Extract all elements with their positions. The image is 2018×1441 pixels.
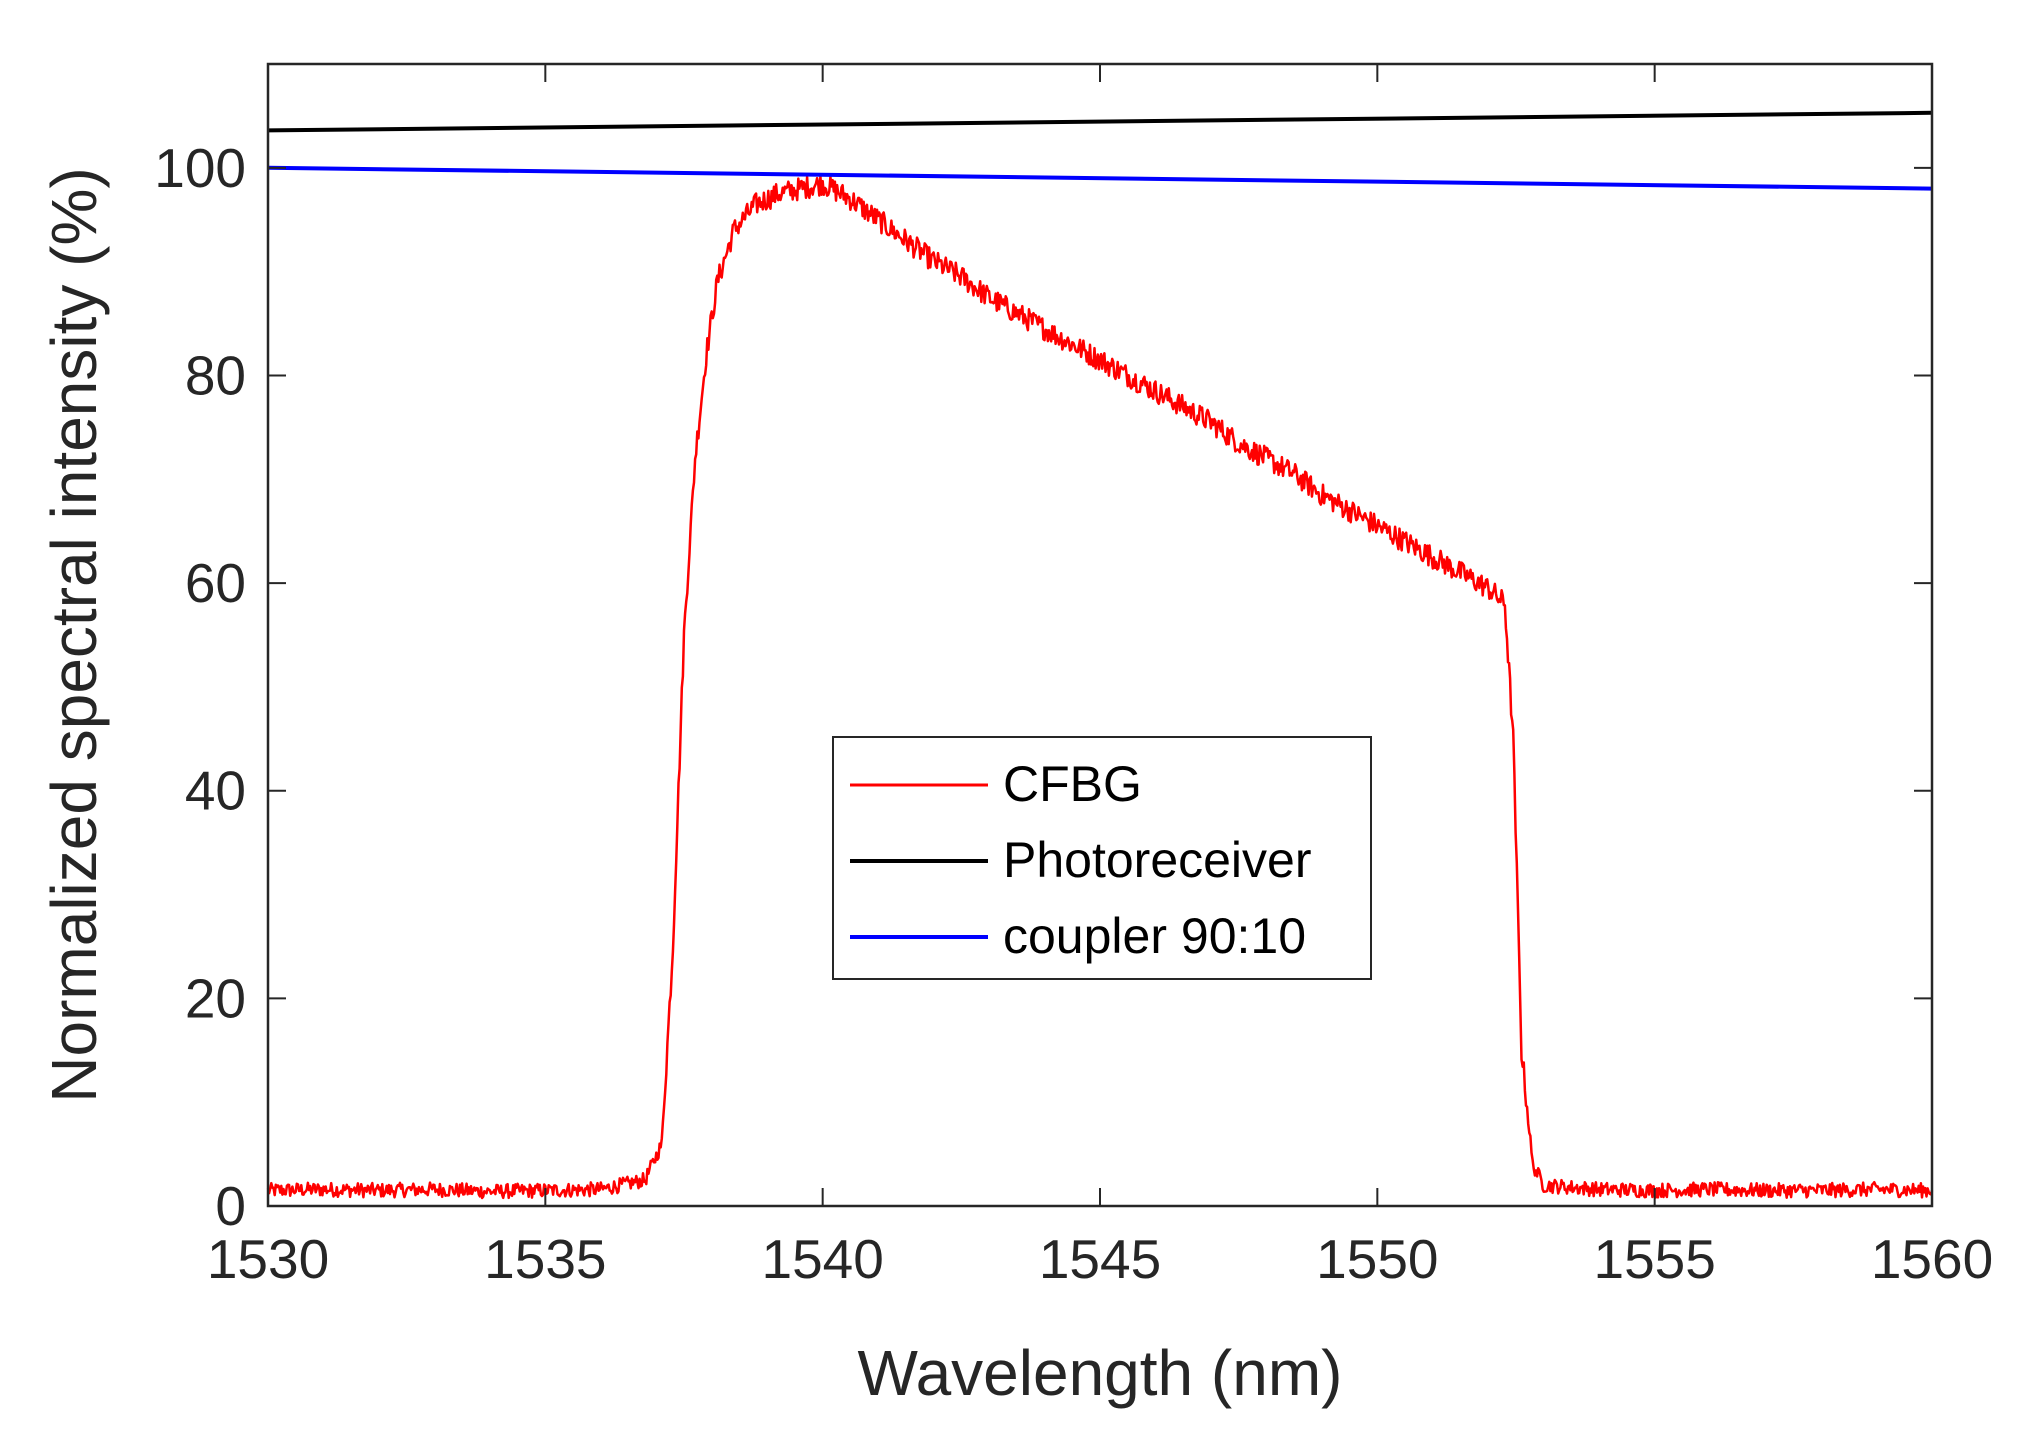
y-tick-label: 60 (185, 552, 246, 614)
axes-box (266, 62, 1934, 1208)
legend-label-cfbg: CFBG (1003, 756, 1142, 812)
y-tick-label: 0 (215, 1175, 246, 1237)
legend-label-photoreceiver: Photoreceiver (1003, 832, 1312, 888)
x-axis-title: Wavelength (nm) (858, 1337, 1343, 1409)
legend: CFBG Photoreceiver coupler 90:10 (832, 736, 1372, 980)
y-tick-label: 80 (185, 344, 246, 406)
legend-label-coupler: coupler 90:10 (1003, 908, 1306, 964)
y-tick-label: 20 (185, 967, 246, 1029)
x-tick-label: 1535 (484, 1228, 606, 1290)
y-axis-title: Normalized spectral intensity (%) (38, 167, 110, 1102)
y-tick-label: 40 (185, 760, 246, 822)
ticks-layer: 1530 1535 1540 1545 1550 1555 1560 0 20 40 60 80 100 (154, 64, 1993, 1290)
plot-area (268, 64, 1932, 1206)
x-tick-label: 1555 (1593, 1228, 1715, 1290)
x-tick-label: 1550 (1316, 1228, 1438, 1290)
x-tick-label: 1545 (1039, 1228, 1161, 1290)
x-tick-label: 1530 (207, 1228, 329, 1290)
y-tick-label: 100 (154, 137, 246, 199)
x-tick-label: 1560 (1871, 1228, 1993, 1290)
series-line-photoreceiver (267, 110, 1933, 133)
x-tick-label: 1540 (761, 1228, 883, 1290)
series-line-coupler-90-10 (267, 165, 1933, 191)
